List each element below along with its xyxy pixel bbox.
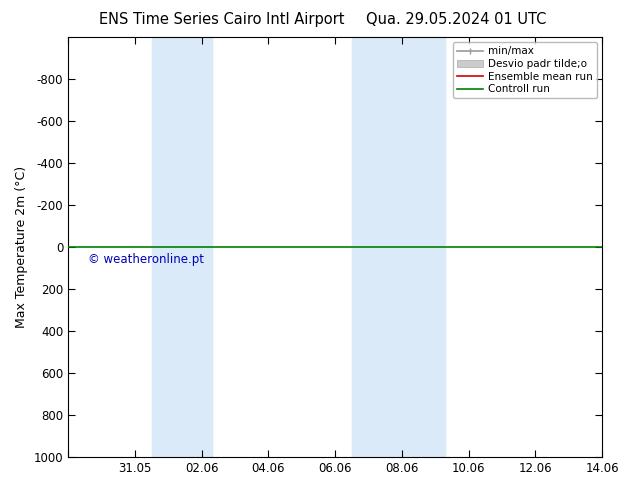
Text: © weatheronline.pt: © weatheronline.pt [88, 253, 204, 267]
Text: ENS Time Series Cairo Intl Airport: ENS Time Series Cairo Intl Airport [99, 12, 345, 27]
Text: Qua. 29.05.2024 01 UTC: Qua. 29.05.2024 01 UTC [366, 12, 547, 27]
Legend: min/max, Desvio padr tilde;o, Ensemble mean run, Controll run: min/max, Desvio padr tilde;o, Ensemble m… [453, 42, 597, 98]
Bar [152, 37, 212, 457]
Y-axis label: Max Temperature 2m (°C): Max Temperature 2m (°C) [15, 166, 28, 328]
Bar [352, 37, 445, 457]
